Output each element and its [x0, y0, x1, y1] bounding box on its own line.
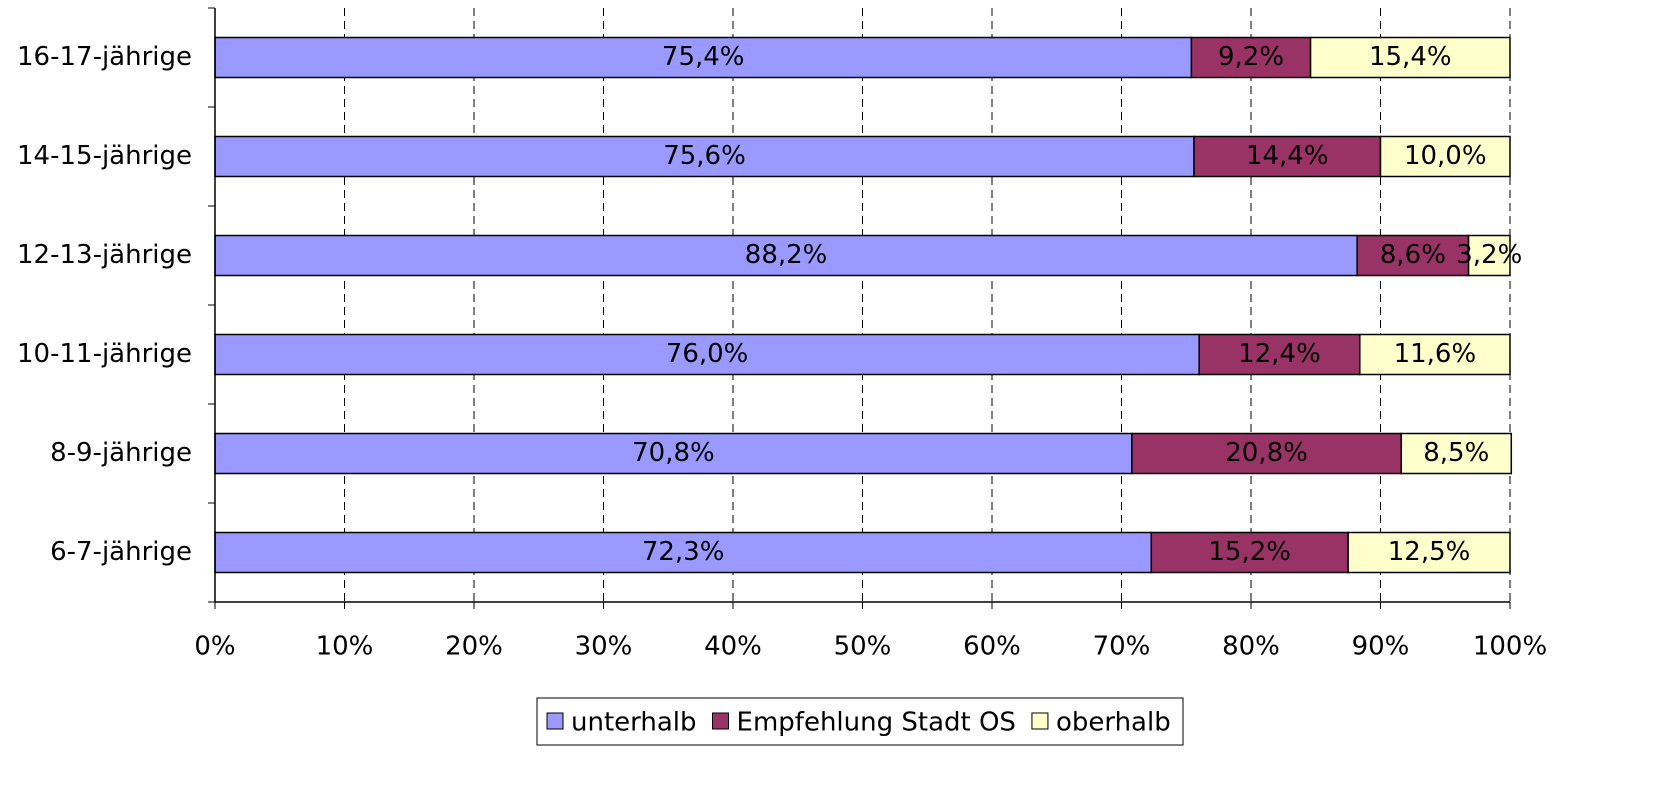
data-label: 75,4% — [662, 42, 745, 72]
data-label: 15,2% — [1208, 537, 1291, 567]
bar-segment — [214, 432, 1133, 475]
y-tick-label: 16-17-jährige — [17, 42, 192, 72]
data-label: 9,2% — [1218, 42, 1284, 72]
data-label: 12,5% — [1388, 537, 1471, 567]
data-label: 70,8% — [632, 438, 715, 468]
bar-segment — [1467, 234, 1511, 277]
bar-segment — [1379, 135, 1511, 178]
x-tick-label: 10% — [316, 632, 374, 662]
bar-segment — [214, 36, 1193, 79]
data-label: 14,4% — [1246, 141, 1329, 171]
x-tick-label: 60% — [963, 632, 1021, 662]
legend-label: Empfehlung Stadt OS — [737, 708, 1016, 738]
data-label: 11,6% — [1394, 339, 1477, 369]
x-tick-label: 20% — [445, 632, 503, 662]
data-label: 76,0% — [666, 339, 749, 369]
y-tick-label: 14-15-jährige — [17, 141, 192, 171]
bar-segment — [1193, 135, 1382, 178]
bar-segment — [214, 531, 1153, 574]
bar-segment — [214, 135, 1195, 178]
data-label: 8,6% — [1380, 240, 1446, 270]
x-tick-label: 0% — [194, 632, 235, 662]
data-label: 20,8% — [1225, 438, 1308, 468]
x-tick-label: 40% — [704, 632, 762, 662]
data-label: 8,5% — [1423, 438, 1489, 468]
bar-segment — [1347, 531, 1511, 574]
x-tick-label: 90% — [1352, 632, 1410, 662]
data-label: 12,4% — [1238, 339, 1321, 369]
x-tick-label: 100% — [1473, 632, 1547, 662]
y-tick-label: 10-11-jährige — [17, 339, 192, 369]
data-label: 10,0% — [1404, 141, 1487, 171]
bar-segment — [1356, 234, 1470, 277]
bar-segment — [1131, 432, 1402, 475]
data-label: 72,3% — [642, 537, 725, 567]
bar-segment — [1309, 36, 1511, 79]
bar-segment — [1190, 36, 1312, 79]
legend-swatch — [1031, 712, 1049, 730]
bar-segment — [1198, 333, 1361, 376]
legend-swatch — [712, 712, 730, 730]
y-tick-label: 8-9-jährige — [50, 438, 192, 468]
data-label: 75,6% — [663, 141, 746, 171]
bar-segment — [1150, 531, 1349, 574]
y-tick-label: 12-13-jährige — [17, 240, 192, 270]
data-label: 15,4% — [1369, 42, 1452, 72]
x-tick-label: 70% — [1093, 632, 1151, 662]
x-tick-label: 50% — [834, 632, 892, 662]
x-tick-label: 80% — [1222, 632, 1280, 662]
bar-segment — [1359, 333, 1511, 376]
legend-label: oberhalb — [1056, 708, 1171, 738]
legend-swatch — [546, 712, 564, 730]
legend-box — [536, 697, 1184, 746]
y-tick-label: 6-7-jährige — [50, 537, 192, 567]
data-label: 3,2% — [1456, 240, 1522, 270]
data-label: 88,2% — [745, 240, 828, 270]
x-tick-label: 30% — [575, 632, 633, 662]
bar-segment — [1400, 432, 1513, 475]
legend-label: unterhalb — [571, 708, 697, 738]
